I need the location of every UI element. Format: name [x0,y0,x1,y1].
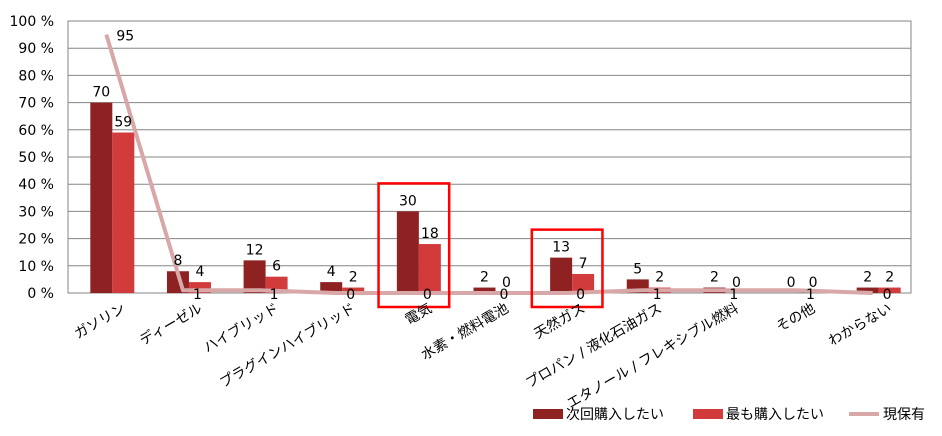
bar [572,273,595,293]
data-label: 2 [885,270,894,286]
data-label: 0 [787,275,796,291]
data-label: 30 [399,193,417,209]
x-tick-label: 水素・燃料電池 [418,300,511,364]
x-tick-label: 電気 [403,301,435,329]
data-label: 13 [552,240,570,256]
y-tick-label: 70 % [18,96,54,112]
bar [418,244,441,293]
x-tick-label: ディーゼル [137,300,205,349]
data-label: 0 [502,275,511,291]
y-tick-label: 80 % [18,68,54,84]
y-tick-label: 100 % [10,14,54,30]
data-label: 8 [173,253,182,269]
data-label: 0 [576,287,585,303]
data-label: 2 [710,270,719,286]
data-label: 1 [270,287,279,303]
bar [90,102,113,293]
y-tick-label: 40 % [18,177,54,193]
highlight-box [377,182,451,309]
y-tick-label: 60 % [18,123,54,139]
data-label: 1 [806,287,815,303]
bar [396,211,419,293]
data-label: 18 [421,226,439,242]
data-label: 2 [863,270,872,286]
data-label: 2 [480,270,489,286]
data-label: 4 [195,264,204,280]
y-tick-label: 90 % [18,41,54,57]
data-label: 6 [272,259,281,275]
data-label: 4 [327,264,336,280]
x-tick-label: わからない [826,301,895,350]
bar [320,282,343,293]
y-tick-label: 50 % [18,150,54,166]
legend-label: 最も購入したい [726,407,824,423]
data-label: 0 [500,287,509,303]
data-label: 1 [729,287,738,303]
data-label: 2 [655,270,664,286]
data-label: 0 [732,275,741,291]
data-label: 0 [809,275,818,291]
highlight-box [530,228,604,309]
data-label: 2 [349,270,358,286]
data-label: 5 [633,261,642,277]
line-series [104,34,873,295]
y-tick-label: 10 % [18,259,54,275]
data-label: 12 [246,242,264,258]
legend-label: 現保有 [883,407,925,423]
bar [342,287,365,293]
x-tick-label: その他 [774,301,818,336]
bar [243,260,266,293]
y-tick-label: 20 % [18,232,54,248]
bar [550,257,573,293]
bar [473,287,496,293]
data-label: 59 [114,115,132,131]
data-label: 7 [579,256,588,272]
bar [188,282,211,293]
bar [856,287,879,293]
data-label: 0 [423,287,432,303]
data-label: 70 [92,85,110,101]
data-label: 0 [883,287,892,303]
x-tick-label: プラグインハイブリッド [217,300,359,392]
x-tick-label: ガソリン [72,301,128,343]
legend-label: 次回購入したい [566,407,664,423]
data-label: 95 [116,29,134,45]
x-tick-label: プロパン / 液化石油ガス [523,301,665,392]
legend-swatch [533,409,563,419]
data-label: 1 [653,287,662,303]
y-tick-label: 30 % [18,204,54,220]
legend-swatch [693,409,723,419]
data-label: 1 [193,287,202,303]
data-label: 0 [346,287,355,303]
y-tick-label: 0 % [27,286,54,302]
bar [112,132,135,293]
bar [878,287,901,293]
